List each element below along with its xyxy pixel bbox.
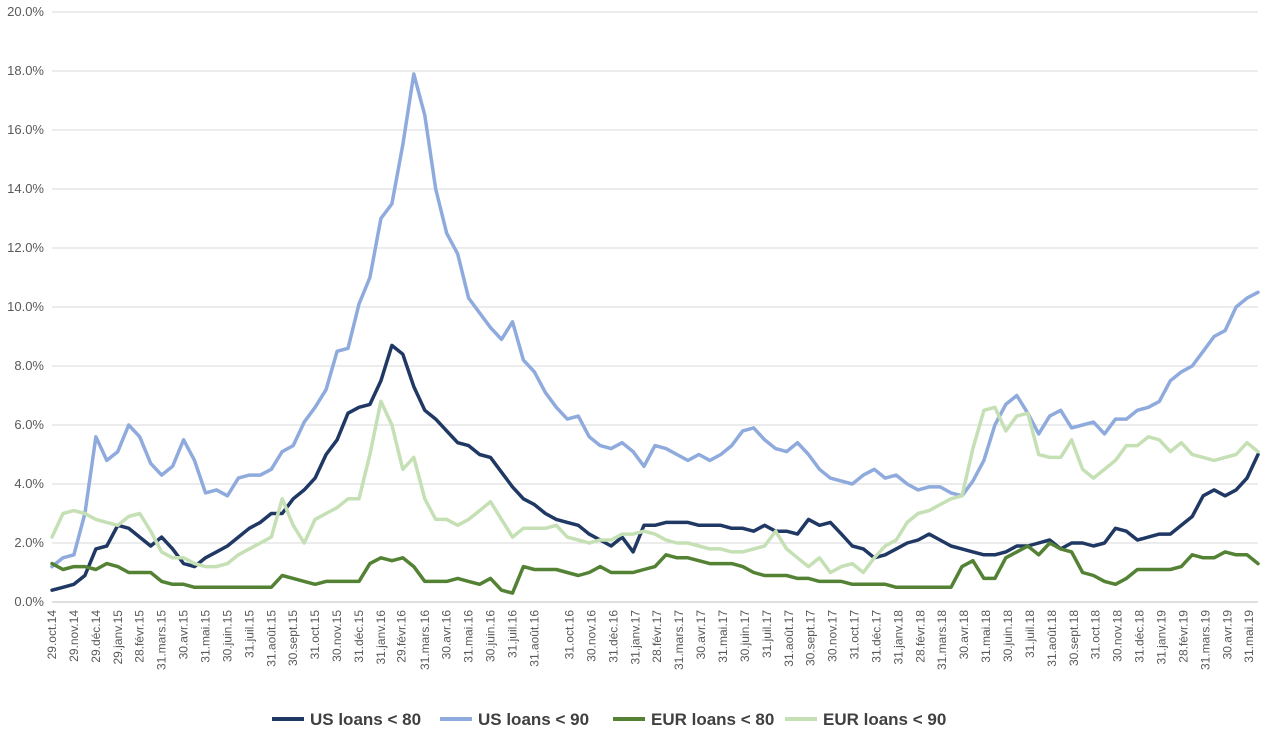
y-tick-label: 8.0% (14, 358, 44, 373)
y-tick-label: 6.0% (14, 417, 44, 432)
x-tick-label: 31.oct.16 (562, 610, 576, 660)
series-line-3 (50, 541, 1260, 595)
x-tick-label: 31.déc.15 (352, 610, 366, 663)
x-tick-label: 31.janv.16 (374, 610, 388, 665)
x-tick-label: 31.janv.19 (1155, 610, 1169, 665)
x-tick-label: 31.oct.15 (308, 610, 322, 660)
x-tick-label: 28.févr.19 (1176, 610, 1190, 663)
x-axis-ticks: 29.oct.14 29.nov.14 29.déc.14 29.janv.15 28.… (45, 610, 1256, 670)
legend-label: EUR loans < 80 (651, 710, 774, 729)
x-tick-label: 31.août.16 (527, 610, 541, 667)
y-tick-label: 12.0% (7, 240, 44, 255)
x-tick-label: 31.mai.16 (462, 610, 476, 663)
legend: US loans < 80 US loans < 90 EUR loans < 80… (272, 710, 946, 729)
x-tick-label: 31.janv.18 (891, 610, 905, 665)
y-tick-label: 18.0% (7, 63, 44, 78)
x-tick-label: 31.mai.18 (979, 610, 993, 663)
x-tick-label: 31.janv.17 (628, 610, 642, 665)
x-tick-label: 31.mars.17 (672, 610, 686, 670)
x-tick-label: 31.mai.15 (198, 610, 212, 663)
y-tick-label: 2.0% (14, 535, 44, 550)
x-tick-label: 31.mai.19 (1242, 610, 1256, 663)
x-tick-label: 31.juil.17 (760, 610, 774, 658)
x-tick-label: 31.déc.17 (869, 610, 883, 663)
x-tick-label: 31.déc.16 (606, 610, 620, 663)
x-tick-label: 30.nov.15 (330, 610, 344, 662)
x-tick-label: 31.mars.15 (155, 610, 169, 670)
legend-label: US loans < 90 (478, 710, 589, 729)
x-tick-label: 31.août.15 (264, 610, 278, 667)
x-tick-label: 31.mars.19 (1198, 610, 1212, 670)
x-tick-label: 30.juin.17 (738, 610, 752, 662)
x-tick-label: 31.mars.18 (935, 610, 949, 670)
x-tick-label: 31.oct.17 (848, 610, 862, 660)
x-tick-label: 31.juil.18 (1023, 610, 1037, 658)
series-line-2 (50, 72, 1260, 569)
x-tick-label: 30.sept.15 (286, 610, 300, 666)
x-tick-label: 30.juin.18 (1001, 610, 1015, 662)
x-tick-label: 30.juin.16 (484, 610, 498, 662)
x-tick-label: 30.avr.16 (440, 610, 454, 660)
x-tick-label: 31.juil.16 (505, 610, 519, 658)
x-tick-label: 30.nov.17 (826, 610, 840, 662)
y-tick-label: 0.0% (14, 594, 44, 609)
x-tick-label: 29.janv.15 (111, 610, 125, 665)
x-tick-label: 30.avr.18 (957, 610, 971, 660)
y-tick-label: 4.0% (14, 476, 44, 491)
gridlines (52, 11, 1258, 544)
x-tick-label: 28.févr.18 (913, 610, 927, 663)
x-tick-label: 31.juil.15 (242, 610, 256, 658)
y-tick-label: 14.0% (7, 181, 44, 196)
y-tick-label: 20.0% (7, 4, 44, 19)
x-tick-label: 30.avr.15 (177, 610, 191, 660)
x-tick-label: 29.févr.16 (395, 610, 409, 663)
x-tick-label: 30.nov.18 (1111, 610, 1125, 662)
y-tick-label: 16.0% (7, 122, 44, 137)
legend-label: US loans < 80 (310, 710, 421, 729)
x-tick-label: 31.déc.18 (1133, 610, 1147, 663)
series-lines (50, 72, 1260, 595)
series-line-4 (50, 399, 1260, 575)
legend-label: EUR loans < 90 (823, 710, 946, 729)
x-tick-label: 29.déc.14 (89, 610, 103, 663)
x-tick-label: 28.févr.15 (133, 610, 147, 663)
x-tick-label: 30.juin.15 (220, 610, 234, 662)
x-tick-label: 31.août.18 (1045, 610, 1059, 667)
y-tick-label: 10.0% (7, 299, 44, 314)
x-tick-label: 31.oct.18 (1089, 610, 1103, 660)
x-tick-label: 29.nov.14 (67, 610, 81, 662)
y-axis-ticks: 0.0% 2.0% 4.0% 6.0% 8.0% 10.0% 12.0% 14.0% 16.0%… (7, 4, 44, 609)
x-tick-label: 30.nov.16 (584, 610, 598, 662)
series-line-1 (50, 343, 1260, 592)
x-tick-label: 30.avr.19 (1220, 610, 1234, 660)
x-tick-label: 31.mai.17 (716, 610, 730, 663)
x-tick-label: 30.sept.18 (1067, 610, 1081, 666)
x-tick-label: 30.avr.17 (694, 610, 708, 660)
x-tick-label: 29.oct.14 (45, 610, 59, 660)
x-tick-label: 28.févr.17 (650, 610, 664, 663)
x-tick-label: 31.août.17 (782, 610, 796, 667)
x-tick-label: 30.sept.17 (804, 610, 818, 666)
x-tick-label: 31.mars.16 (418, 610, 432, 670)
